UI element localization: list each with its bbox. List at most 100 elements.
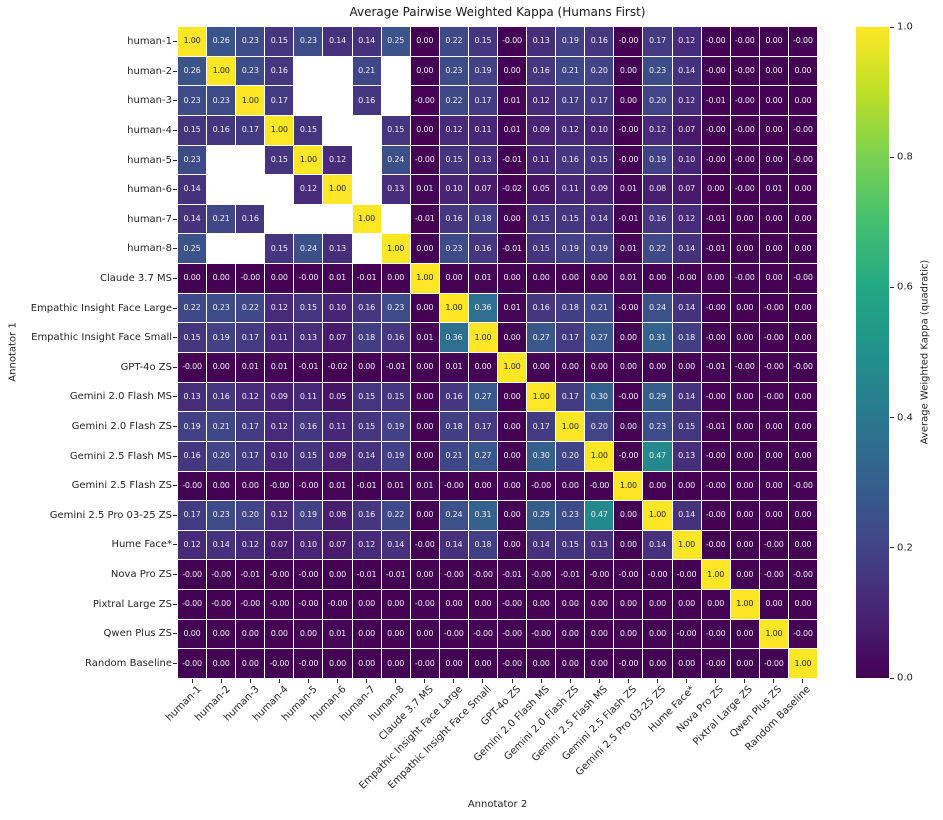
- heatmap-cell: 0.00: [730, 204, 759, 234]
- heatmap-cell: 0.00: [265, 264, 294, 293]
- heatmap-cell: -0.00: [701, 56, 730, 86]
- heatmap-cell: 0.23: [236, 56, 265, 86]
- heatmap-cell: 1.00: [265, 115, 294, 145]
- heatmap-cell: 0.23: [643, 56, 672, 86]
- heatmap-cell: 0.23: [207, 293, 236, 323]
- heatmap-cell: 0.15: [265, 234, 294, 264]
- heatmap-cell: 0.00: [556, 353, 585, 382]
- heatmap-cell: 0.17: [556, 323, 585, 352]
- heatmap-cell: 0.18: [468, 204, 497, 234]
- heatmap-cell: [294, 204, 323, 234]
- heatmap-cell: -0.00: [439, 560, 468, 590]
- tick-mark: [337, 679, 339, 683]
- heatmap-cell: 0.15: [352, 382, 381, 412]
- heatmap-cell: 0.19: [585, 234, 614, 264]
- heatmap-cell: -0.01: [498, 234, 527, 264]
- heatmap-cell: -0.00: [265, 649, 294, 678]
- heatmap-cell: 0.07: [265, 530, 294, 560]
- heatmap-cell: 0.16: [468, 234, 497, 264]
- heatmap-cell: 0.00: [672, 590, 701, 619]
- heatmap-cell: -0.00: [207, 560, 236, 590]
- tick-mark: [714, 679, 716, 683]
- heatmap-cell: 0.00: [294, 619, 323, 649]
- heatmap-cell: 0.24: [294, 234, 323, 264]
- heatmap-cell: 0.12: [178, 530, 207, 560]
- heatmap-cell: 0.14: [352, 441, 381, 471]
- heatmap-cell: 0.12: [672, 27, 701, 56]
- heatmap-cell: -0.00: [788, 560, 817, 590]
- y-tick-label: Qwen Plus ZS: [103, 628, 172, 640]
- heatmap-cell: 0.18: [352, 323, 381, 352]
- heatmap-cell: 0.12: [265, 293, 294, 323]
- heatmap-cell: [265, 175, 294, 204]
- tick-mark: [173, 278, 177, 280]
- heatmap-cell: 1.00: [672, 530, 701, 560]
- heatmap-cell: [236, 145, 265, 175]
- heatmap-cell: 0.00: [498, 264, 527, 293]
- heatmap-cell: -0.00: [323, 590, 352, 619]
- heatmap-cell: 0.20: [585, 412, 614, 441]
- heatmap-cell: 0.12: [294, 175, 323, 204]
- heatmap-cell: 0.00: [410, 115, 439, 145]
- heatmap-cell: 0.13: [294, 323, 323, 352]
- heatmap-cell: 0.21: [439, 441, 468, 471]
- heatmap-cell: 0.14: [178, 204, 207, 234]
- heatmap-cell: 0.12: [323, 145, 352, 175]
- heatmap-cell: -0.00: [788, 115, 817, 145]
- heatmap-cell: 0.16: [585, 27, 614, 56]
- heatmap-cell: -0.00: [614, 27, 643, 56]
- y-tick-label: GPT-4o ZS: [120, 361, 172, 373]
- tick-mark: [890, 547, 894, 549]
- tick-mark: [772, 679, 774, 683]
- heatmap-cell: 0.00: [788, 412, 817, 441]
- heatmap-cell: 0.16: [352, 501, 381, 530]
- heatmap-cell: -0.00: [730, 86, 759, 115]
- heatmap-cell: 1.00: [585, 441, 614, 471]
- heatmap-cell: 0.13: [672, 441, 701, 471]
- heatmap-cell: 0.00: [556, 471, 585, 501]
- heatmap-cell: 0.07: [672, 175, 701, 204]
- heatmap-cell: 0.00: [672, 471, 701, 501]
- heatmap-cell: 0.00: [468, 471, 497, 501]
- heatmap-cell: 0.23: [439, 56, 468, 86]
- y-tick-label: human-3: [127, 95, 172, 107]
- heatmap-cell: -0.00: [265, 590, 294, 619]
- heatmap-cell: 1.00: [207, 56, 236, 86]
- heatmap-cell: -0.00: [701, 501, 730, 530]
- heatmap-cell: [352, 234, 381, 264]
- heatmap-cell: 0.15: [178, 115, 207, 145]
- heatmap-cell: 0.01: [323, 619, 352, 649]
- heatmap-cell: -0.00: [178, 590, 207, 619]
- heatmap-cell: -0.01: [381, 353, 410, 382]
- heatmap-cell: 0.15: [381, 382, 410, 412]
- heatmap-cell: 0.00: [614, 56, 643, 86]
- heatmap-cell: 0.00: [381, 264, 410, 293]
- tick-mark: [173, 662, 177, 664]
- heatmap-cell: 0.12: [265, 501, 294, 530]
- heatmap-cell: 0.21: [207, 204, 236, 234]
- heatmap-cell: 0.00: [643, 353, 672, 382]
- heatmap-cell: 0.16: [352, 293, 381, 323]
- tick-mark: [890, 286, 894, 288]
- heatmap-cell: 0.00: [788, 204, 817, 234]
- heatmap-cell: 0.00: [788, 323, 817, 352]
- heatmap-cell: 1.00: [410, 264, 439, 293]
- heatmap-cell: 0.00: [730, 293, 759, 323]
- heatmap-cell: 0.00: [323, 649, 352, 678]
- heatmap-cell: [381, 56, 410, 86]
- heatmap-cell: 0.00: [585, 619, 614, 649]
- heatmap-cell: 0.12: [643, 115, 672, 145]
- heatmap-cell: -0.00: [701, 293, 730, 323]
- heatmap-cell: -0.00: [294, 590, 323, 619]
- heatmap-cell: -0.00: [730, 56, 759, 86]
- heatmap-cell: [381, 86, 410, 115]
- heatmap-cell: 0.00: [410, 56, 439, 86]
- heatmap-cell: -0.00: [672, 264, 701, 293]
- heatmap-cell: 0.17: [265, 86, 294, 115]
- heatmap-cell: 0.00: [759, 204, 788, 234]
- heatmap-cell: 0.10: [294, 530, 323, 560]
- heatmap-cell: 0.27: [468, 441, 497, 471]
- heatmap-cell: 0.00: [556, 264, 585, 293]
- heatmap-cell: 0.26: [207, 27, 236, 56]
